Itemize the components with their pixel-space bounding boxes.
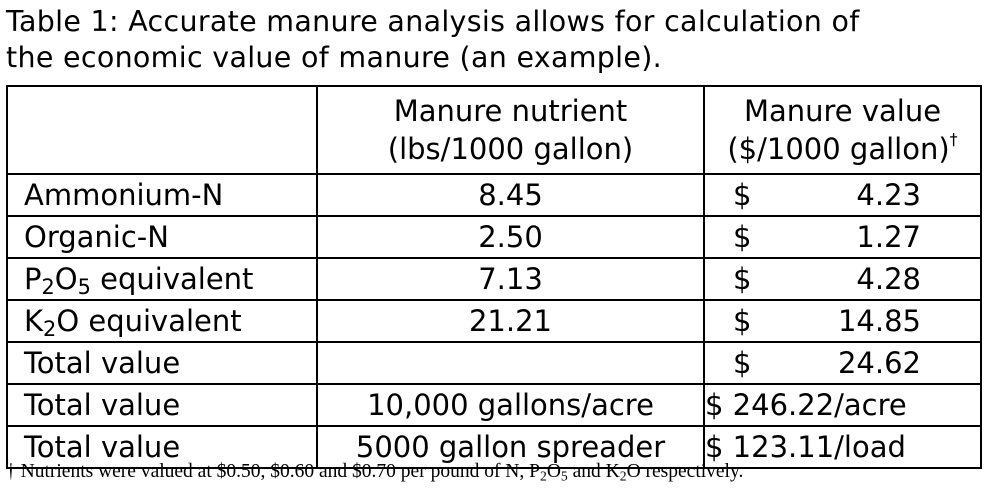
row-nutrient: 21.21 [316,299,705,343]
manure-value-table: Manure nutrient (lbs/1000 gallon) Manure… [6,85,982,469]
row-nutrient: 8.45 [316,173,705,217]
dollar-sign: $ [733,346,752,380]
header-col3-line2: ($/1000 gallon) [727,132,950,166]
row-label: P2O5 equivalent [6,257,318,301]
row-value: $4.23 [703,173,982,217]
table-row: K2O equivalent 21.21 $14.85 [6,299,982,343]
row-label: Ammonium-N [6,173,318,217]
row-nutrient [316,341,705,385]
table-row: Ammonium-N 8.45 $4.23 [6,173,982,217]
table-row: Organic-N 2.50 $1.27 [6,215,982,259]
value-amount: 4.23 [856,178,921,212]
dagger-mark: † [949,129,958,149]
row-label: Total value [6,383,318,427]
caption-line-2: the economic value of manure (an example… [6,41,663,74]
row-value: $ 246.22/acre [703,383,982,427]
table-footnote: † Nutrients were valued at $0.50, $0.60 … [6,461,744,484]
row-value: $14.85 [703,299,982,343]
row-value: $24.62 [703,341,982,385]
table-row: P2O5 equivalent 7.13 $4.28 [6,257,982,301]
table-header-row: Manure nutrient (lbs/1000 gallon) Manure… [6,85,982,175]
value-amount: 24.62 [837,346,921,380]
row-value: $ 123.11/load [703,425,982,469]
row-nutrient: 2.50 [316,215,705,259]
row-value: $4.28 [703,257,982,301]
header-cell-blank [6,85,318,175]
dollar-sign: $ [733,304,752,338]
header-col2-line1: Manure nutrient [393,94,628,128]
header-col2-line2: (lbs/1000 gallon) [387,132,634,166]
row-label: Organic-N [6,215,318,259]
row-nutrient: 7.13 [316,257,705,301]
row-label: Total value [6,341,318,385]
value-amount: 4.28 [856,262,921,296]
table-row: Total value $24.62 [6,341,982,385]
table-row: Total value 5000 gallon spreader $ 123.1… [6,425,982,469]
header-manure-nutrient: Manure nutrient (lbs/1000 gallon) [316,85,705,175]
row-label: K2O equivalent [6,299,318,343]
row-label: Total value [6,425,318,469]
table-caption: Table 1: Accurate manure analysis allows… [6,4,996,76]
value-amount: 14.85 [837,304,921,338]
value-amount: 1.27 [856,220,921,254]
dollar-sign: $ [733,178,752,212]
row-nutrient: 10,000 gallons/acre [316,383,705,427]
row-value: $1.27 [703,215,982,259]
table-row: Total value 10,000 gallons/acre $ 246.22… [6,383,982,427]
header-manure-value: Manure value ($/1000 gallon)† [703,85,982,175]
header-col3-line1: Manure value [743,94,942,128]
dollar-sign: $ [733,262,752,296]
caption-line-1: Table 1: Accurate manure analysis allows… [6,5,860,38]
dollar-sign: $ [733,220,752,254]
row-nutrient: 5000 gallon spreader [316,425,705,469]
